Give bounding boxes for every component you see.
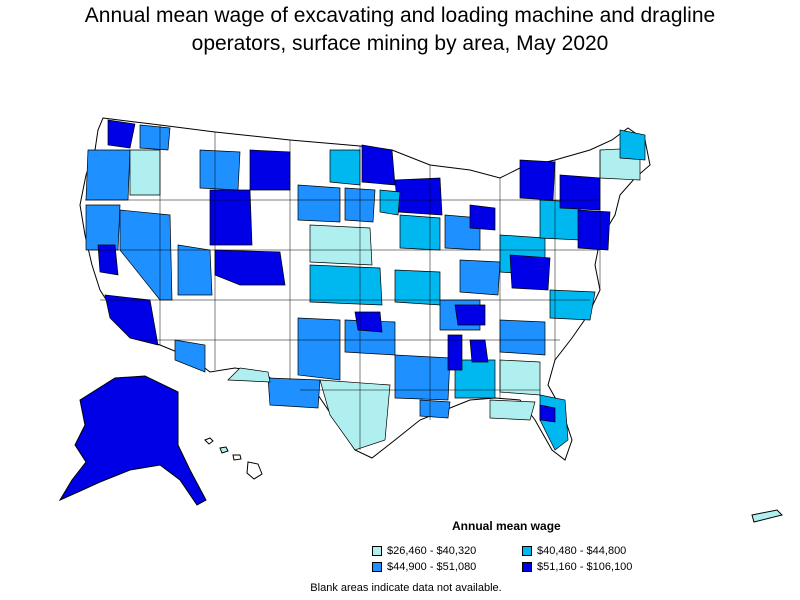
area-region-9 xyxy=(177,244,213,296)
area-region-36 xyxy=(519,159,556,201)
area-region-3 xyxy=(129,149,161,196)
area-region-22 xyxy=(267,377,321,409)
title-line-2: operators, surface mining by area, May 2… xyxy=(191,32,609,55)
legend-title: Annual mean wage xyxy=(452,519,561,533)
area-region-12 xyxy=(249,149,291,191)
area-region-43 xyxy=(499,319,546,356)
area-region-14 xyxy=(174,339,206,373)
area-region-17 xyxy=(297,184,341,223)
legend-item-1: $26,460 - $40,320 xyxy=(372,545,476,557)
area-region-33 xyxy=(459,259,501,296)
area-region-47 xyxy=(489,399,536,421)
area-region-46 xyxy=(539,404,556,423)
area-boundaries xyxy=(85,125,601,450)
area-region-31 xyxy=(447,334,463,371)
area-region-41 xyxy=(619,129,646,161)
data-availability-note: Blank areas indicate data not available. xyxy=(310,582,502,594)
area-region-53 xyxy=(227,367,271,383)
legend-swatch-4 xyxy=(522,562,532,572)
area-region-29 xyxy=(394,354,451,401)
area-region-19 xyxy=(361,144,396,186)
map-title: Annual mean wage of excavating and loadi… xyxy=(0,2,800,58)
area-region-49 xyxy=(399,214,441,251)
area-region-48 xyxy=(419,399,451,419)
area-region-5 xyxy=(85,204,121,251)
area-region-45 xyxy=(539,394,569,451)
area-region-38 xyxy=(559,174,601,211)
legend-swatch-3 xyxy=(372,562,382,572)
area-region-8 xyxy=(104,294,159,346)
area-region-20 xyxy=(394,177,443,216)
area-region-42 xyxy=(549,289,596,321)
area-region-23 xyxy=(319,379,391,451)
legend-swatch-2 xyxy=(522,546,532,556)
legend-item-2: $40,480 - $44,800 xyxy=(522,545,626,557)
area-region-2 xyxy=(85,149,131,201)
wage-regions xyxy=(85,119,646,451)
title-line-1: Annual mean wage of excavating and loadi… xyxy=(84,4,716,27)
puerto-rico-shape xyxy=(751,509,783,523)
area-region-54 xyxy=(379,189,401,216)
area-region-1 xyxy=(107,119,136,149)
area-region-51 xyxy=(469,204,496,231)
hawaii-islands xyxy=(204,437,263,480)
legend-label-1: $26,460 - $40,320 xyxy=(387,545,477,557)
area-region-15 xyxy=(309,224,373,266)
area-region-4 xyxy=(139,124,171,151)
area-region-35 xyxy=(509,254,551,291)
area-region-25 xyxy=(354,311,383,333)
area-region-21 xyxy=(297,317,341,381)
area-region-39 xyxy=(577,209,611,251)
area-region-11 xyxy=(199,149,241,191)
legend-swatch-1 xyxy=(372,546,382,556)
area-region-10 xyxy=(209,189,253,246)
legend-label-2: $40,480 - $44,800 xyxy=(537,545,627,557)
legend-item-4: $51,160 - $106,100 xyxy=(522,561,632,573)
legend-label-4: $51,160 - $106,100 xyxy=(537,561,633,573)
area-region-32 xyxy=(469,339,489,363)
area-region-28 xyxy=(454,304,486,326)
legend-label-3: $44,900 - $51,080 xyxy=(387,561,477,573)
legend-item-3: $44,900 - $51,080 xyxy=(372,561,476,573)
area-region-6 xyxy=(97,244,119,276)
area-region-52 xyxy=(329,149,361,186)
area-region-16 xyxy=(309,264,383,306)
alaska-shape xyxy=(58,375,207,506)
